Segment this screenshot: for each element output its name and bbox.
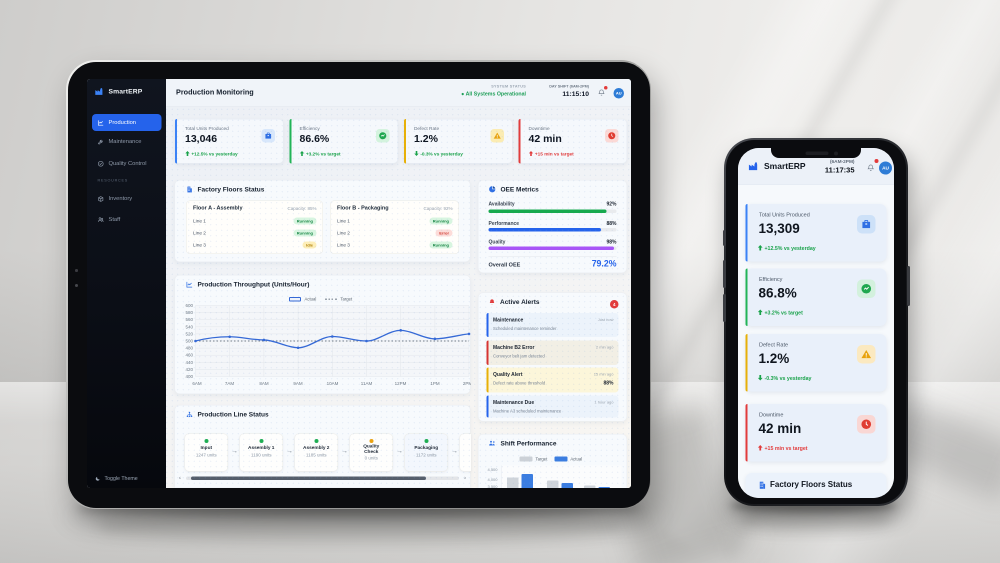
svg-text:8AM: 8AM: [259, 381, 269, 386]
svg-text:460: 460: [185, 353, 193, 358]
svg-text:2PM: 2PM: [463, 381, 471, 386]
svg-text:540: 540: [185, 324, 193, 329]
svg-text:11AM: 11AM: [361, 381, 373, 386]
svg-text:7AM: 7AM: [225, 381, 235, 386]
svg-text:580: 580: [185, 310, 193, 315]
svg-text:480: 480: [185, 346, 193, 351]
svg-text:500: 500: [185, 339, 193, 344]
svg-text:400: 400: [185, 374, 193, 379]
svg-text:10AM: 10AM: [327, 381, 339, 386]
svg-text:6AM: 6AM: [192, 381, 202, 386]
svg-text:520: 520: [185, 331, 193, 336]
svg-text:9AM: 9AM: [293, 381, 303, 386]
svg-text:440: 440: [185, 360, 193, 365]
svg-text:12PM: 12PM: [395, 381, 407, 386]
svg-text:560: 560: [185, 317, 193, 322]
svg-text:1PM: 1PM: [430, 381, 440, 386]
svg-text:600: 600: [185, 303, 193, 308]
svg-text:420: 420: [185, 367, 193, 372]
